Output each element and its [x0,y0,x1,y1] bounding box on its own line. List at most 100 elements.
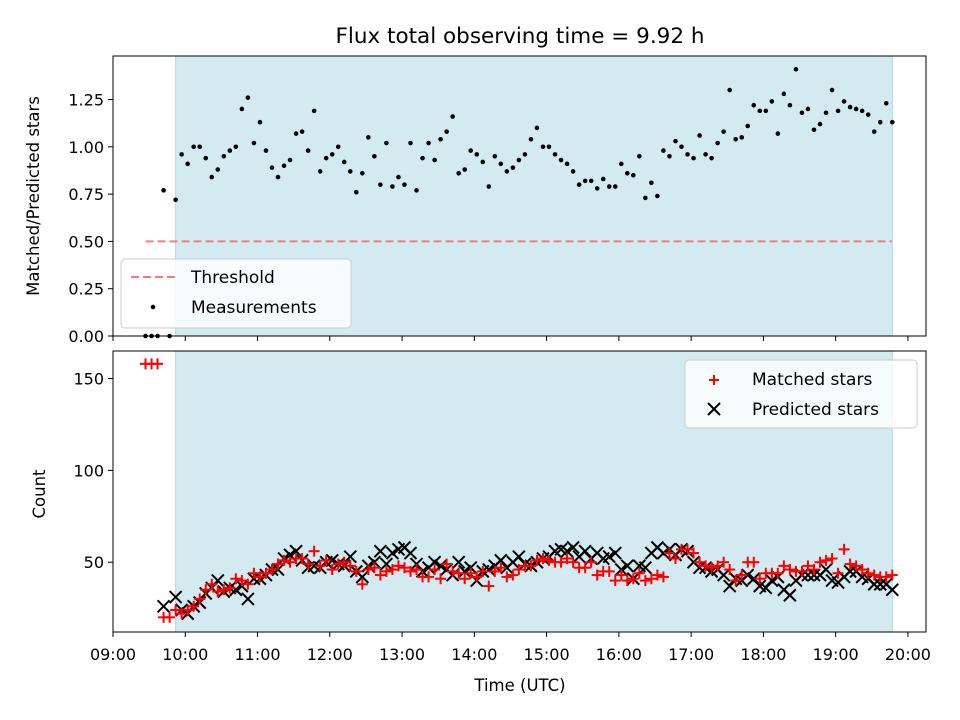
measurement-point [462,167,467,172]
measurement-point [510,165,516,170]
measurement-point [655,193,660,199]
matched-point [278,554,290,566]
matched-point [507,569,519,581]
matched-point [880,571,892,583]
top-xtick-group [112,336,909,341]
matched-point [254,571,266,583]
bottom-xtick-group: 09:00 10:00 11:00 12:00 13:00 14:00 15:00 16:00… [90,632,931,664]
matched-point [814,556,826,568]
predicted-point [614,562,628,577]
measurement-point [396,174,401,180]
top-ytick-label: 0.75 [68,185,104,204]
measurement-point [203,155,209,161]
predicted-point [379,557,394,571]
top-panel: 0.00 0.25 0.50 0.75 1.00 1.25 Matched/Predict… [24,55,927,346]
measurement-point [311,108,317,114]
measurement-point [432,157,437,163]
matched-point [374,569,386,581]
predicted-point [620,559,635,573]
predicted-point [235,579,249,593]
measurement-point [612,184,618,189]
matched-point [164,611,176,623]
measurement-point [757,108,763,114]
matched-point [489,565,501,577]
matched-point [152,358,164,370]
matched-point [730,575,742,587]
measurement-point [209,174,215,180]
measurement-point [697,133,702,138]
predicted-point [867,577,881,591]
legend-matched-swatch [709,375,719,385]
measurement-point [624,170,630,176]
measurement-point [540,144,546,150]
measurement-point [305,148,311,153]
measurement-point [498,161,504,167]
matched-point [176,608,188,620]
matched-point [296,553,308,565]
predicted-point [741,568,755,582]
measurement-point [420,155,425,161]
matched-point [682,543,694,555]
predicted-point [843,564,857,579]
matched-point [465,567,477,579]
matched-point [429,564,441,576]
matched-point [230,573,242,585]
matched-point [404,565,416,577]
measurement-point [161,188,166,193]
matched-point [411,564,423,576]
measurement-point [576,182,582,187]
xtick-label: 13:00 [379,645,425,664]
matched-point [868,569,880,581]
measurement-point [402,182,407,187]
matched-point [356,578,368,590]
measurement-point [239,106,245,112]
matched-point [320,554,332,566]
matched-point [669,553,681,565]
matched-point [182,604,194,616]
predicted-point [367,555,382,569]
measurement-point [751,102,757,108]
measurement-point [534,125,540,131]
bottom-ytick-label: 50 [84,553,104,572]
matched-point [718,556,730,568]
matched-point [645,573,657,585]
predicted-point [373,544,388,558]
measurement-point [474,152,480,157]
measurement-point [263,148,269,153]
measurement-point [438,136,443,142]
matched-point [844,558,856,570]
measurement-point [853,106,859,112]
matched-point [447,565,459,577]
measurement-point [444,129,449,134]
predicted-point [168,590,183,604]
xtick-label: 19:00 [813,645,859,664]
measurement-point [558,157,564,163]
xtick-label: 09:00 [90,645,136,664]
matched-point [453,567,465,579]
matched-point [471,571,483,583]
measurement-point [281,163,287,169]
matched-point [248,567,260,579]
measurement-point [877,119,883,125]
measurement-point [179,152,184,157]
matched-point [561,553,573,565]
predicted-point [482,562,496,577]
measurement-point [269,165,275,170]
measurement-point [227,148,233,153]
predicted-point [403,546,418,560]
matched-point [459,573,471,585]
measurement-point [516,157,522,163]
predicted-point [765,573,779,588]
top-ytick-label: 1.00 [68,138,104,157]
matched-point [206,578,218,590]
matched-point [832,567,844,579]
predicted-point [885,583,899,597]
measurement-point [185,161,190,167]
matched-point [380,565,392,577]
bottom-panel: 50 100 150 09:00 10:00 11:00 12:00 13:00 14:00 1… [30,350,931,695]
measurement-point [883,100,889,106]
bottom-axes-frame [112,350,927,633]
measurement-point [528,136,534,142]
matched-point [567,556,579,568]
matched-point [838,543,850,555]
